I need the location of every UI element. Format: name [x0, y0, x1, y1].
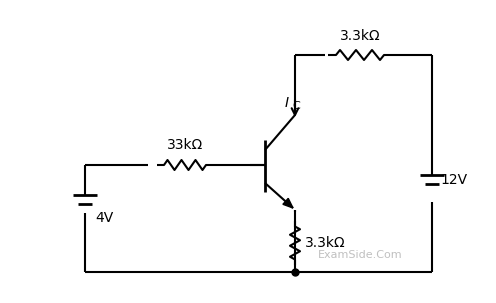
- Polygon shape: [283, 198, 293, 208]
- Text: 12V: 12V: [440, 173, 467, 187]
- Text: C: C: [292, 101, 300, 111]
- Text: 33kΩ: 33kΩ: [167, 138, 203, 152]
- Text: 4V: 4V: [95, 211, 113, 225]
- Text: 3.3kΩ: 3.3kΩ: [305, 236, 346, 250]
- Text: I: I: [285, 96, 289, 110]
- Text: 3.3kΩ: 3.3kΩ: [340, 29, 380, 43]
- Text: ExamSide.Com: ExamSide.Com: [317, 250, 402, 260]
